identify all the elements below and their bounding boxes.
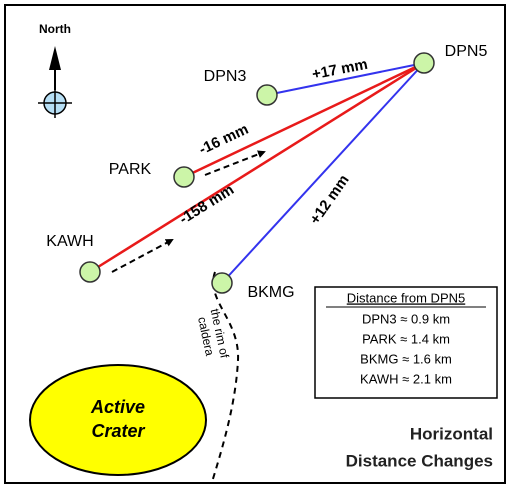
crater-label: Active [90,397,145,417]
legend-row: BKMG ≈ 1.6 km [360,351,452,366]
north-arrowhead [49,46,61,70]
crater-label: Crater [91,421,145,441]
edge [221,62,425,284]
station [256,84,278,106]
station-label: PARK [109,161,152,178]
legend-box [314,286,498,399]
station-label: BKMG [247,284,294,301]
station [173,166,195,188]
legend-title: Distance from DPN5 [347,290,465,305]
legend-row: DPN3 ≈ 0.9 km [362,311,450,326]
station [79,261,101,283]
motion-arrow [111,239,174,273]
station [413,52,435,74]
edge [183,61,425,179]
station-label: DPN5 [445,43,488,60]
north-label: North [39,22,71,36]
legend-row: PARK ≈ 1.4 km [362,331,450,346]
legend-row: KAWH ≈ 2.1 km [360,371,452,386]
crater [29,364,207,476]
station-label: KAWH [46,233,93,250]
footer-title: Distance Changes [346,451,493,470]
station-label: DPN3 [204,68,247,85]
motion-arrow [204,150,266,176]
station [211,272,233,294]
footer-title: Horizontal [410,424,493,443]
edge [89,61,425,274]
edge [266,62,425,96]
rim [211,271,240,483]
